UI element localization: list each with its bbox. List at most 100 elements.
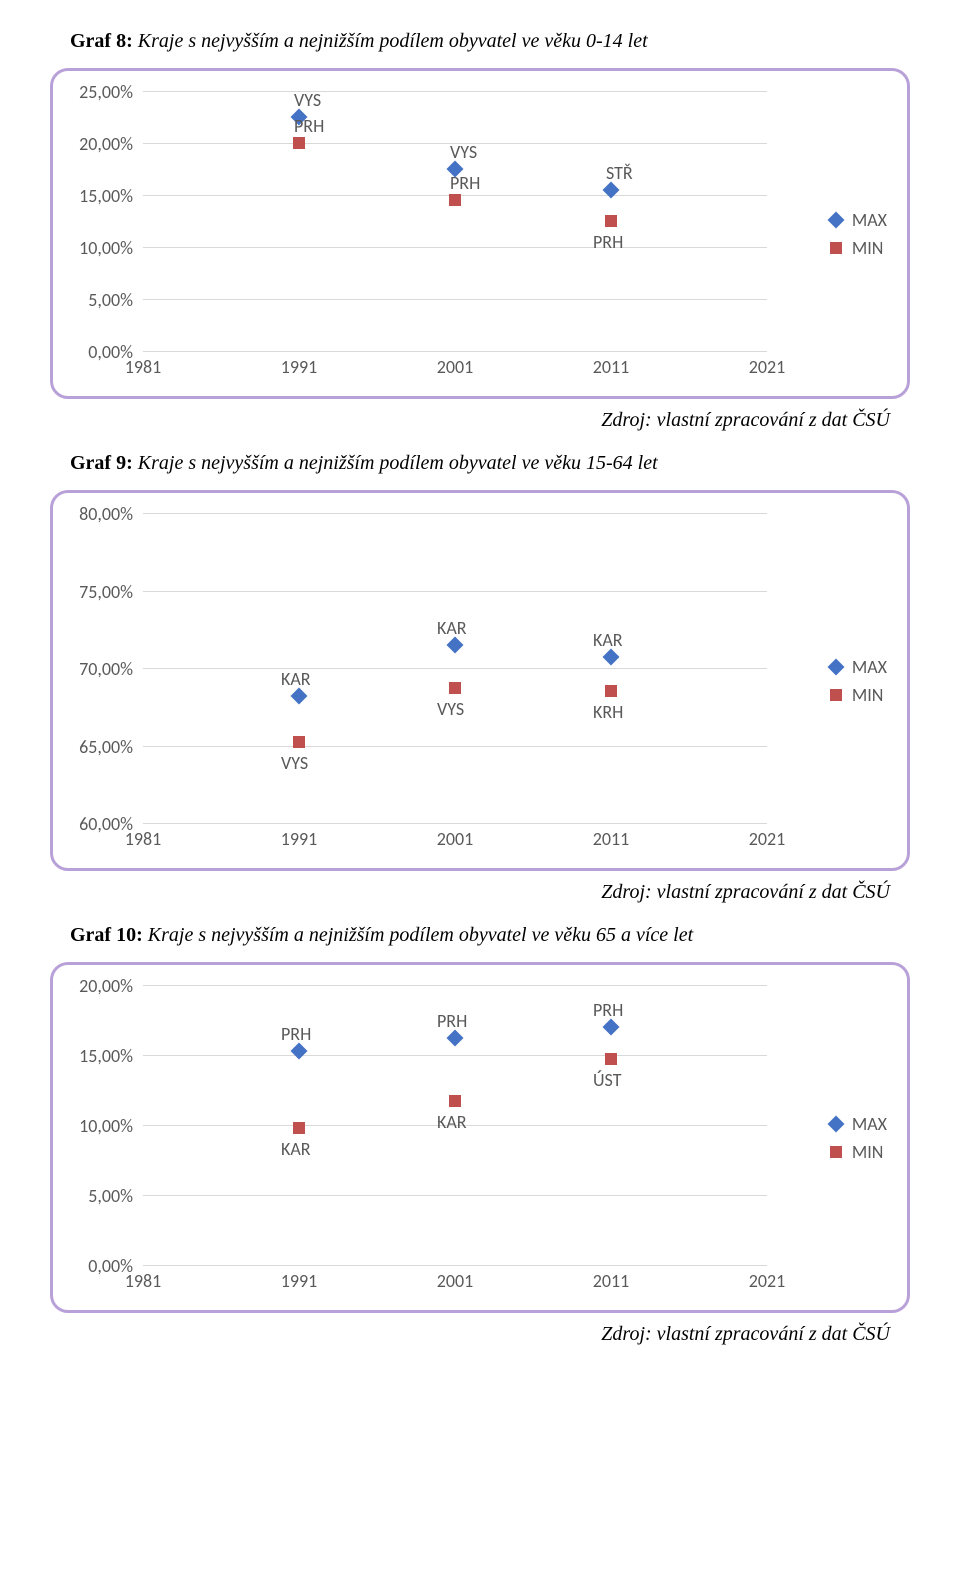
- x-tick-label: 1981: [125, 356, 162, 378]
- diamond-marker-icon: [291, 687, 308, 704]
- chart-frame: 0,00% 5,00% 10,00% 15,00% 20,00% PRH PRH PRH KAR…: [50, 962, 910, 1313]
- chart-frame: 0,00%5,00%10,00%15,00%20,00%25,00%VYSVYS…: [50, 68, 910, 399]
- point-label: VYS: [450, 141, 477, 163]
- square-marker-icon: [605, 1053, 617, 1065]
- legend-label: MAX: [852, 1113, 887, 1135]
- diamond-marker-icon: [827, 211, 844, 228]
- x-tick-label: 2001: [437, 356, 474, 378]
- legend-max: MAX: [830, 209, 887, 231]
- heading-number: Graf 10:: [70, 924, 148, 946]
- square-marker-icon: [293, 1122, 305, 1134]
- x-axis: 19811991200120112021: [143, 828, 767, 858]
- x-tick-label: 2001: [437, 1270, 474, 1292]
- diamond-marker-icon: [291, 1042, 308, 1059]
- y-tick-label: 15,00%: [79, 1045, 133, 1067]
- diamond-marker-icon: [447, 636, 464, 653]
- x-axis: 19811991200120112021: [143, 356, 767, 386]
- point-label: PRH: [450, 172, 480, 194]
- point-label: PRH: [593, 999, 623, 1021]
- x-tick-label: 1981: [125, 1270, 162, 1292]
- x-tick-label: 2021: [749, 1270, 786, 1292]
- square-marker-icon: [605, 685, 617, 697]
- y-tick-label: 25,00%: [79, 81, 133, 103]
- y-tick-label: 65,00%: [79, 736, 133, 758]
- x-tick-label: 2011: [593, 356, 630, 378]
- y-tick-label: 10,00%: [79, 237, 133, 259]
- square-marker-icon: [449, 194, 461, 206]
- diamond-marker-icon: [603, 1019, 620, 1036]
- gridline: 5,00%: [143, 1195, 767, 1196]
- heading-number: Graf 9:: [70, 452, 138, 474]
- x-tick-label: 1991: [281, 828, 318, 850]
- chart-heading: Graf 8: Kraje s nejvyšším a nejnižším po…: [70, 30, 920, 53]
- y-tick-label: 20,00%: [79, 975, 133, 997]
- gridline: 70,00%: [143, 668, 767, 669]
- legend-label: MIN: [852, 684, 884, 706]
- point-label: KAR: [437, 617, 467, 639]
- square-marker-icon: [605, 215, 617, 227]
- source-caption: Zdroj: vlastní zpracování z dat ČSÚ: [40, 881, 890, 904]
- point-label: PRH: [437, 1010, 467, 1032]
- heading-title: Kraje s nejvyšším a nejnižším podílem ob…: [138, 30, 648, 52]
- square-marker-icon: [830, 242, 842, 254]
- point-label: PRH: [294, 115, 324, 137]
- y-tick-label: 5,00%: [88, 289, 133, 311]
- legend: MAX MIN: [830, 203, 887, 265]
- x-tick-label: 2011: [593, 828, 630, 850]
- square-marker-icon: [293, 736, 305, 748]
- source-caption: Zdroj: vlastní zpracování z dat ČSÚ: [40, 1323, 890, 1346]
- point-label: KAR: [593, 629, 623, 651]
- plot-area: 0,00%5,00%10,00%15,00%20,00%PRHPRHPRHKAR…: [143, 985, 767, 1265]
- gridline: 65,00%: [143, 746, 767, 747]
- diamond-marker-icon: [827, 658, 844, 675]
- legend-min: MIN: [830, 684, 887, 706]
- square-marker-icon: [449, 682, 461, 694]
- y-tick-label: 5,00%: [88, 1185, 133, 1207]
- heading-title: Kraje s nejvyšším a nejnižším podílem ob…: [148, 924, 693, 946]
- gridline: 0,00%: [143, 1265, 767, 1266]
- point-label: KAR: [437, 1111, 467, 1133]
- gridline: 75,00%: [143, 591, 767, 592]
- diamond-marker-icon: [603, 649, 620, 666]
- x-tick-label: 1981: [125, 828, 162, 850]
- legend-min: MIN: [830, 1141, 887, 1163]
- chart-heading: Graf 9: Kraje s nejvyšším a nejnižším po…: [70, 452, 920, 475]
- heading-title: Kraje s nejvyšším a nejnižším podílem ob…: [138, 452, 658, 474]
- x-axis: 19811991200120112021: [143, 1270, 767, 1300]
- square-marker-icon: [830, 1146, 842, 1158]
- point-label: VYS: [294, 89, 321, 111]
- gridline: 60,00%: [143, 823, 767, 824]
- point-label: VYS: [437, 698, 464, 720]
- gridline: 25,00%: [143, 91, 767, 92]
- heading-number: Graf 8:: [70, 30, 138, 52]
- y-tick-label: 80,00%: [79, 503, 133, 525]
- y-tick-label: 20,00%: [79, 133, 133, 155]
- plot-area: 60,00% 65,00% 70,00% 75,00% 80,00% KAR KAR KAR V…: [143, 513, 767, 823]
- legend-max: MAX: [830, 1113, 887, 1135]
- y-tick-label: 15,00%: [79, 185, 133, 207]
- y-tick-label: 10,00%: [79, 1115, 133, 1137]
- source-caption: Zdroj: vlastní zpracování z dat ČSÚ: [40, 409, 890, 432]
- point-label: PRH: [281, 1023, 311, 1045]
- legend-label: MAX: [852, 209, 887, 231]
- legend-min: MIN: [830, 237, 887, 259]
- diamond-marker-icon: [447, 1030, 464, 1047]
- gridline: 15,00%: [143, 1055, 767, 1056]
- point-label: ÚST: [593, 1069, 621, 1091]
- point-label: KRH: [593, 701, 623, 723]
- gridline: 80,00%: [143, 513, 767, 514]
- square-marker-icon: [830, 689, 842, 701]
- diamond-marker-icon: [827, 1115, 844, 1132]
- point-label: KAR: [281, 1138, 311, 1160]
- point-label: PRH: [593, 231, 623, 253]
- point-label: KAR: [281, 668, 311, 690]
- square-marker-icon: [449, 1095, 461, 1107]
- x-tick-label: 1991: [281, 1270, 318, 1292]
- chart-frame: 60,00% 65,00% 70,00% 75,00% 80,00% KAR KAR KAR V…: [50, 490, 910, 871]
- x-tick-label: 2021: [749, 828, 786, 850]
- x-tick-label: 2011: [593, 1270, 630, 1292]
- x-tick-label: 1991: [281, 356, 318, 378]
- point-label: VYS: [281, 752, 308, 774]
- y-tick-label: 75,00%: [79, 581, 133, 603]
- gridline: 20,00%: [143, 985, 767, 986]
